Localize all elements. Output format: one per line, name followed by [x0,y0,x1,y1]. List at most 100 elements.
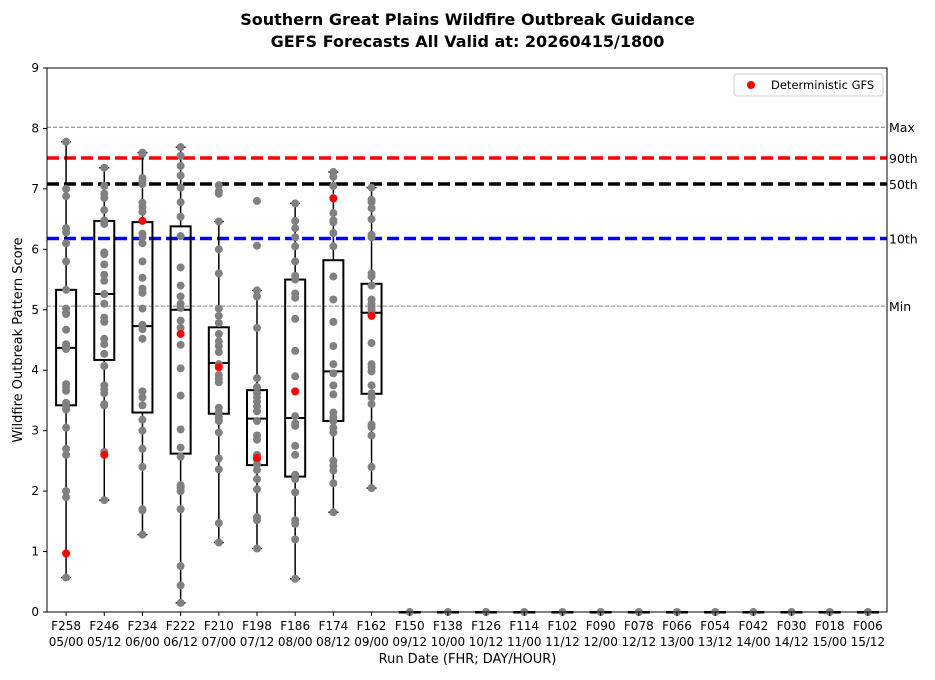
y-tick-label: 1 [31,545,39,559]
ensemble-member-point [253,323,261,332]
deterministic-point [329,194,338,203]
x-tick-label-date: 12/00 [583,635,618,649]
box-plots [55,137,879,616]
ensemble-member-point [214,245,223,254]
x-tick-label-date: 15/12 [851,635,886,649]
ensemble-member-point [253,292,261,301]
ensemble-member-point [367,381,376,390]
y-tick-label: 3 [31,424,39,438]
ensemble-member-point [253,465,261,474]
ensemble-member-point [291,488,300,497]
x-tick-label-fhr: F138 [433,619,463,633]
deterministic-point [62,549,71,558]
x-tick-label-date: 06/00 [125,635,160,649]
ensemble-member-point [253,374,261,383]
ensemble-member-point [329,209,338,218]
ensemble-member-point [291,421,300,430]
ensemble-member-point [291,216,300,225]
x-tick-label-fhr: F006 [853,619,883,633]
x-tick-label-date: 08/00 [278,635,313,649]
x-tick-label-date: 13/00 [660,635,695,649]
ensemble-member-point [100,349,109,358]
ensemble-member-point [367,339,376,348]
y-tick-label: 4 [31,363,39,377]
ensemble-member-point [367,215,376,224]
x-tick-label-date: 12/12 [622,635,657,649]
iqr-box [131,221,154,414]
deterministic-point [176,329,185,338]
reference-label-50th: 50th [889,177,918,192]
x-tick-label-date: 10/12 [469,635,504,649]
plot-frame [46,67,888,613]
ensemble-member-point [291,475,300,484]
ensemble-member-point [138,273,147,282]
axes: 0 1 2 3 4 5 6 7 8 9 F258 05/00 F246 05/12 F234 06/00 F22… [31,61,888,649]
ensemble-member-point [138,530,147,539]
ensemble-member-point [214,304,223,313]
ensemble-member-point [176,391,185,400]
ensemble-member-point [176,198,185,207]
ensemble-member-point [100,299,109,308]
deterministic-point [100,450,109,459]
y-axis-label: Wildfire Outbreak Pattern Score [11,237,26,442]
x-tick-label-fhr: F042 [738,619,768,633]
ensemble-member-point [291,257,300,266]
ensemble-member-point [367,484,376,493]
ensemble-member-point [62,310,71,319]
ensemble-member-point [62,192,71,201]
ensemble-member-point [176,232,185,241]
x-tick-label-date: 15/00 [812,635,847,649]
ensemble-member-point [176,505,185,514]
legend: Deterministic GFS [733,73,884,97]
ensemble-member-point [138,180,147,189]
ensemble-member-point [176,151,185,160]
ensemble-member-point [291,441,300,450]
ensemble-member-point [62,573,71,582]
ensemble-member-point [62,137,71,146]
y-tick-label: 8 [31,121,39,135]
ensemble-member-point [214,465,223,474]
iqr-box [169,225,192,455]
ensemble-member-point [138,304,147,313]
x-tick-label-date: 09/00 [354,635,389,649]
ensemble-member-point [291,372,300,381]
x-tick-label-fhr: F162 [357,619,387,633]
y-tick-label: 9 [31,61,39,75]
x-tick-label-fhr: F066 [662,619,692,633]
ensemble-member-point [100,340,109,349]
ensemble-member-point [291,293,300,302]
ensemble-member-point [253,241,261,250]
ensemble-member-point [214,416,223,425]
ensemble-member-point [329,181,338,190]
x-tick-label-fhr: F258 [51,619,81,633]
ensemble-member-point [100,496,109,505]
x-tick-label-fhr: F018 [815,619,845,633]
x-tick-label-date: 05/12 [87,635,122,649]
ensemble-member-point [214,217,223,226]
ensemble-member-point [176,487,185,496]
ensemble-member-point [253,407,261,416]
ensemble-member-point [176,263,185,272]
ensemble-member-point [291,412,300,421]
reference-label-10th: 10th [889,231,918,246]
ensemble-member-point [291,346,300,355]
ensemble-member-point [62,228,71,237]
ensemble-member-point [253,435,261,444]
ensemble-member-point [138,393,147,402]
chart-title-line2: GEFS Forecasts All Valid at: 20260415/18… [271,32,665,51]
ensemble-member-point [176,452,185,461]
ensemble-member-point [62,345,71,354]
ensemble-member-point [214,378,223,387]
ensemble-member-point [291,519,300,528]
ensemble-member-point [329,229,338,238]
ensemble-member-point [176,292,185,301]
ensemble-member-point [62,487,71,496]
x-tick-label-fhr: F210 [204,619,234,633]
ensemble-member-point [367,204,376,213]
ensemble-member-point [329,342,338,351]
x-tick-label-fhr: F186 [280,619,310,633]
ensemble-member-point [214,311,223,320]
ensemble-member-point [253,475,261,484]
legend-frame [733,73,884,97]
ensemble-member-point [62,450,71,459]
